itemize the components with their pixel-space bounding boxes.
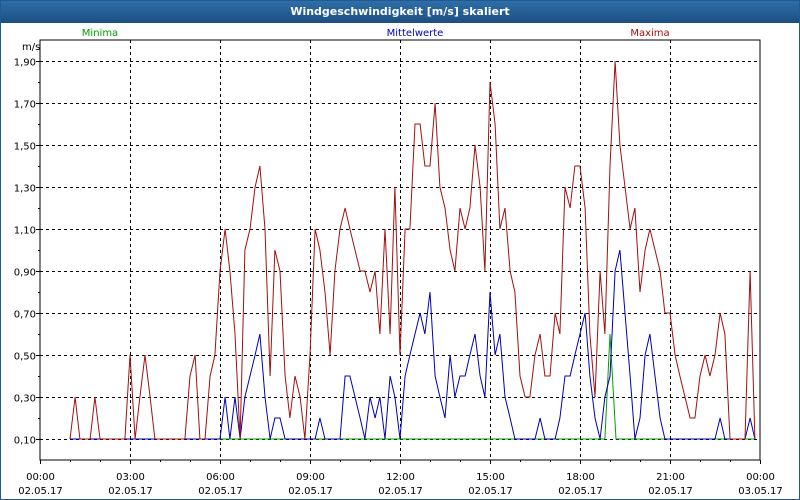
- x-tick-date: 02.05.17: [648, 486, 693, 497]
- y-tick-label: 0,50: [14, 352, 36, 363]
- x-tick-time: 18:00: [566, 472, 595, 483]
- x-tick-time: 03:00: [116, 472, 145, 483]
- y-tick-label: 1,90: [14, 58, 36, 69]
- y-tick-label: 0,70: [14, 310, 36, 321]
- x-tick-date: 02.05.17: [378, 486, 423, 497]
- legend-entry-minima: Minima: [82, 28, 118, 39]
- legend: Minima Mittelwerte Maxima: [82, 28, 670, 39]
- series-line-maxima: [69, 60, 756, 440]
- x-tick-time: 15:00: [476, 472, 505, 483]
- series-group: [69, 60, 756, 440]
- y-axis: 0,10 0,30 0,50 0,70 0,90 1,10 1,30 1,50 1,70 1,90: [14, 58, 40, 447]
- y-tick-label: 1,50: [14, 142, 36, 153]
- y-tick-label: 0,30: [14, 394, 36, 405]
- x-tick-date: 02.05.17: [18, 486, 63, 497]
- x-tick-time: 00:00: [26, 472, 55, 483]
- y-tick-label: 1,70: [14, 100, 36, 111]
- legend-entry-mittelwerte: Mittelwerte: [387, 28, 444, 39]
- x-tick-date: 03.05.17: [738, 486, 783, 497]
- legend-entry-maxima: Maxima: [630, 28, 669, 39]
- x-tick-time: 06:00: [206, 472, 235, 483]
- series-line-minima: [70, 333, 754, 440]
- y-tick-label: 1,10: [14, 226, 36, 237]
- x-tick-date: 02.05.17: [468, 486, 513, 497]
- x-axis: 00:00 02.05.17 03:00 02.05.17 06:00 02.05.17 0…: [18, 460, 783, 497]
- x-tick-time: 21:00: [656, 472, 685, 483]
- y-tick-label: 1,30: [14, 184, 36, 195]
- y-tick-label: 0,90: [14, 268, 36, 279]
- x-tick-date: 02.05.17: [288, 486, 333, 497]
- x-tick-time: 12:00: [386, 472, 415, 483]
- x-tick-date: 02.05.17: [108, 486, 153, 497]
- x-tick-date: 02.05.17: [198, 486, 243, 497]
- series-line-mittelwerte: [70, 249, 756, 440]
- x-tick-date: 02.05.17: [558, 486, 603, 497]
- chart-title: Windgeschwindigkeit [m/s] skaliert: [1, 1, 799, 23]
- y-tick-label: 0,10: [14, 436, 36, 447]
- x-tick-time: 09:00: [296, 472, 325, 483]
- x-tick-time: 00:00: [746, 472, 775, 483]
- y-axis-label: m/s: [22, 42, 40, 53]
